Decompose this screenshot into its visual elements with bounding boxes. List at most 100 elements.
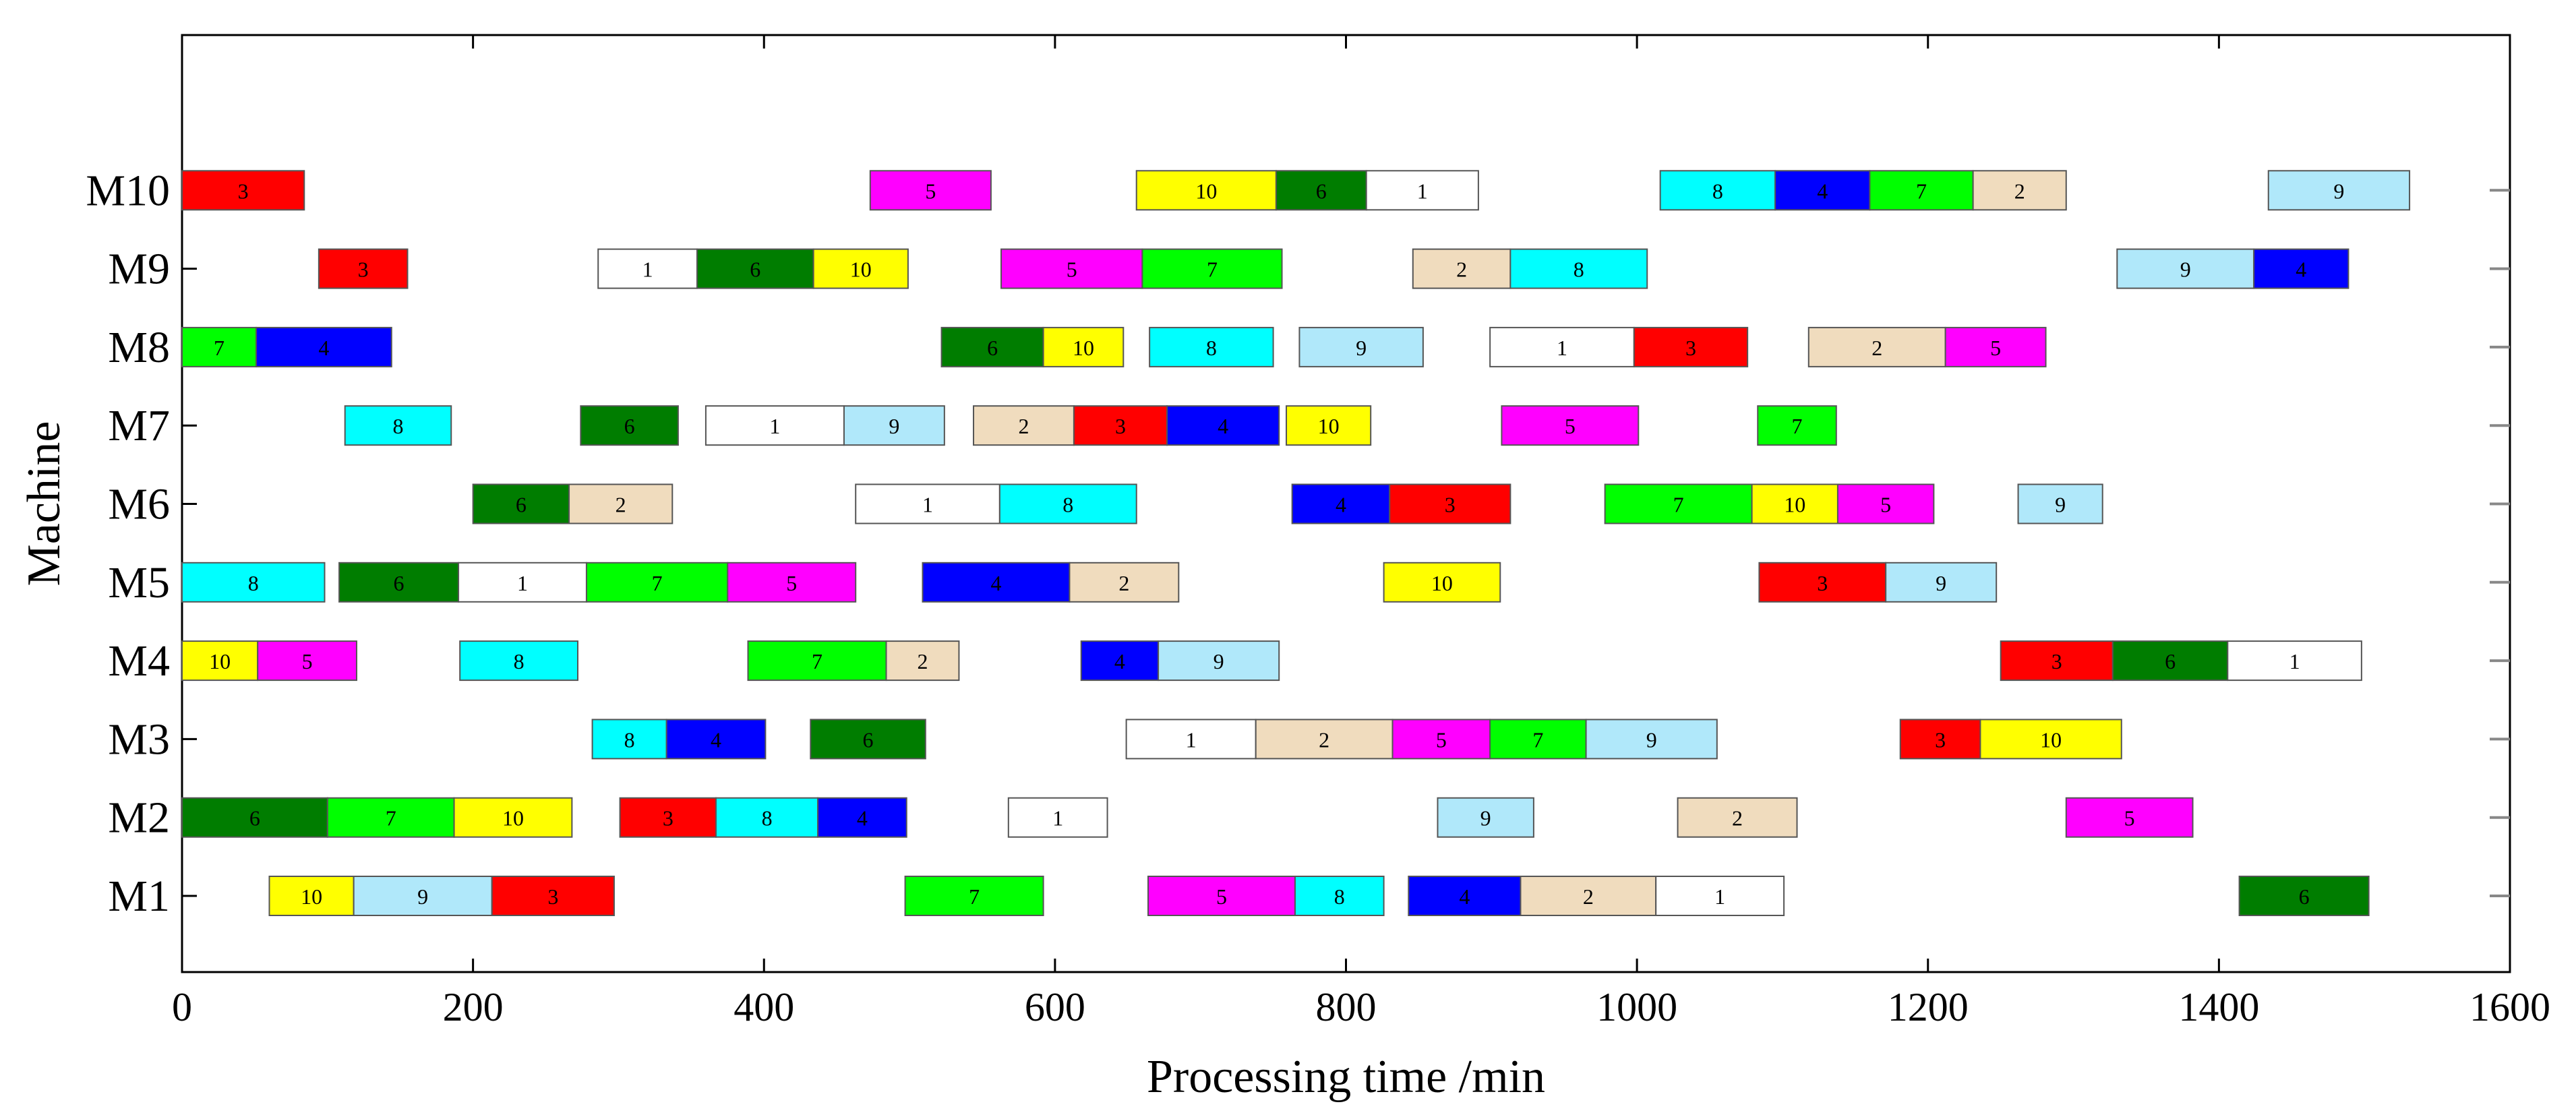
operation-bar — [1437, 797, 1534, 838]
operation-job-label: 1 — [922, 493, 933, 517]
operation-job-label: 10 — [1431, 571, 1453, 595]
operation-job-label: 7 — [1532, 727, 1543, 752]
operation-job-label: 7 — [1792, 414, 1803, 438]
operation-job-label: 8 — [248, 571, 259, 595]
operation-job-label: 8 — [392, 414, 403, 438]
operation-job-label: 7 — [386, 806, 396, 831]
operation-bar — [1774, 170, 1871, 211]
operation-bar — [1080, 640, 1160, 682]
operation-job-label: 6 — [1316, 179, 1327, 203]
operation-bar — [256, 326, 392, 367]
operation-job-label: 3 — [1935, 727, 1946, 752]
operation-bar — [2227, 640, 2362, 682]
operation-job-label: 8 — [1574, 258, 1584, 282]
x-tick-label: 600 — [1025, 985, 1085, 1029]
operation-job-label: 9 — [1936, 571, 1946, 595]
operation-job-label: 6 — [863, 727, 874, 752]
operation-job-label: 6 — [249, 806, 260, 831]
operation-job-label: 4 — [857, 806, 868, 831]
operation-bar — [1979, 719, 2122, 760]
y-tick-label: M6 — [108, 480, 170, 529]
operation-bar — [472, 483, 570, 524]
x-tick-label: 400 — [733, 985, 794, 1029]
operation-bar — [1365, 170, 1479, 211]
operation-job-label: 1 — [517, 571, 528, 595]
operation-bar — [1042, 326, 1125, 367]
operation-job-label: 5 — [2124, 806, 2135, 831]
operation-job-label: 10 — [1195, 179, 1217, 203]
operation-bar — [257, 640, 357, 682]
operation-bar — [1412, 248, 1511, 289]
operation-bar — [1520, 876, 1657, 916]
operation-bar — [318, 248, 409, 289]
operation-bar — [491, 876, 615, 916]
operation-job-label: 10 — [1318, 414, 1340, 438]
operation-job-label: 8 — [1062, 493, 1073, 517]
axis-tick-labels: 0 200 400 600 800 1000 1200 1400 1600 M1 M2 M3 M4 M5 M… — [86, 166, 2550, 1029]
operation-job-label: 8 — [1206, 336, 1217, 360]
operation-job-label: 4 — [1218, 414, 1228, 438]
operation-bar — [2116, 248, 2255, 289]
operation-job-label: 2 — [616, 493, 626, 517]
operation-bar — [1585, 719, 1718, 760]
operation-job-label: 10 — [2040, 727, 2062, 752]
operation-bar — [1501, 405, 1640, 446]
operation-bar — [1069, 562, 1180, 603]
operation-job-label: 9 — [1214, 649, 1224, 673]
operation-job-label: 1 — [1186, 727, 1197, 752]
operation-job-label: 3 — [358, 258, 369, 282]
operation-job-label: 9 — [2055, 493, 2066, 517]
y-tick-label: M2 — [108, 793, 170, 843]
operation-job-label: 9 — [1480, 806, 1491, 831]
operation-bar — [1389, 483, 1511, 524]
operation-job-label: 5 — [925, 179, 936, 203]
operation-job-label: 7 — [214, 336, 224, 360]
operation-job-label: 1 — [769, 414, 780, 438]
operation-bar — [580, 405, 679, 446]
operation-bar — [453, 797, 573, 838]
operation-job-label: 3 — [238, 179, 249, 203]
operation-bar — [1294, 876, 1385, 916]
operation-bar — [2111, 640, 2229, 682]
operation-bar — [344, 405, 452, 446]
operation-bar — [1007, 797, 1108, 838]
operation-bar — [181, 562, 326, 603]
operation-job-label: 2 — [1871, 336, 1882, 360]
x-tick-label: 1600 — [2469, 985, 2550, 1029]
operation-bar — [998, 483, 1137, 524]
operation-bar — [1869, 170, 1974, 211]
operation-bar — [843, 405, 945, 446]
operation-bar — [1255, 719, 1394, 760]
operation-job-label: 3 — [2051, 649, 2062, 673]
operation-bar — [1899, 719, 1981, 760]
operation-job-label: 4 — [1336, 493, 1346, 517]
operation-bar — [459, 640, 579, 682]
operation-job-label: 5 — [786, 571, 797, 595]
operation-bar — [181, 170, 305, 211]
operation-job-label: 8 — [624, 727, 635, 752]
operation-job-label: 8 — [1334, 884, 1345, 909]
operation-job-label: 2 — [1583, 884, 1594, 909]
x-tick-label: 1400 — [2178, 985, 2259, 1029]
operation-job-label: 4 — [318, 336, 329, 360]
y-tick-label: M7 — [108, 401, 170, 450]
operation-bar — [922, 562, 1071, 603]
operation-bar — [696, 248, 814, 289]
operation-job-label: 7 — [969, 884, 980, 909]
operation-bar — [869, 170, 992, 211]
operation-bar — [591, 719, 667, 760]
operation-bar — [1489, 719, 1587, 760]
operation-bar — [1633, 326, 1749, 367]
y-tick-label: M3 — [108, 715, 170, 764]
operation-job-label: 8 — [1712, 179, 1723, 203]
y-tick-label: M8 — [108, 323, 170, 372]
operation-bar — [1158, 640, 1280, 682]
operation-job-label: 10 — [502, 806, 524, 831]
operation-bar — [1489, 326, 1635, 367]
operation-job-label: 1 — [1052, 806, 1063, 831]
operation-job-label: 4 — [1817, 179, 1828, 203]
x-tick-label: 800 — [1316, 985, 1377, 1029]
operation-bar — [1000, 248, 1143, 289]
operation-job-label: 8 — [762, 806, 773, 831]
